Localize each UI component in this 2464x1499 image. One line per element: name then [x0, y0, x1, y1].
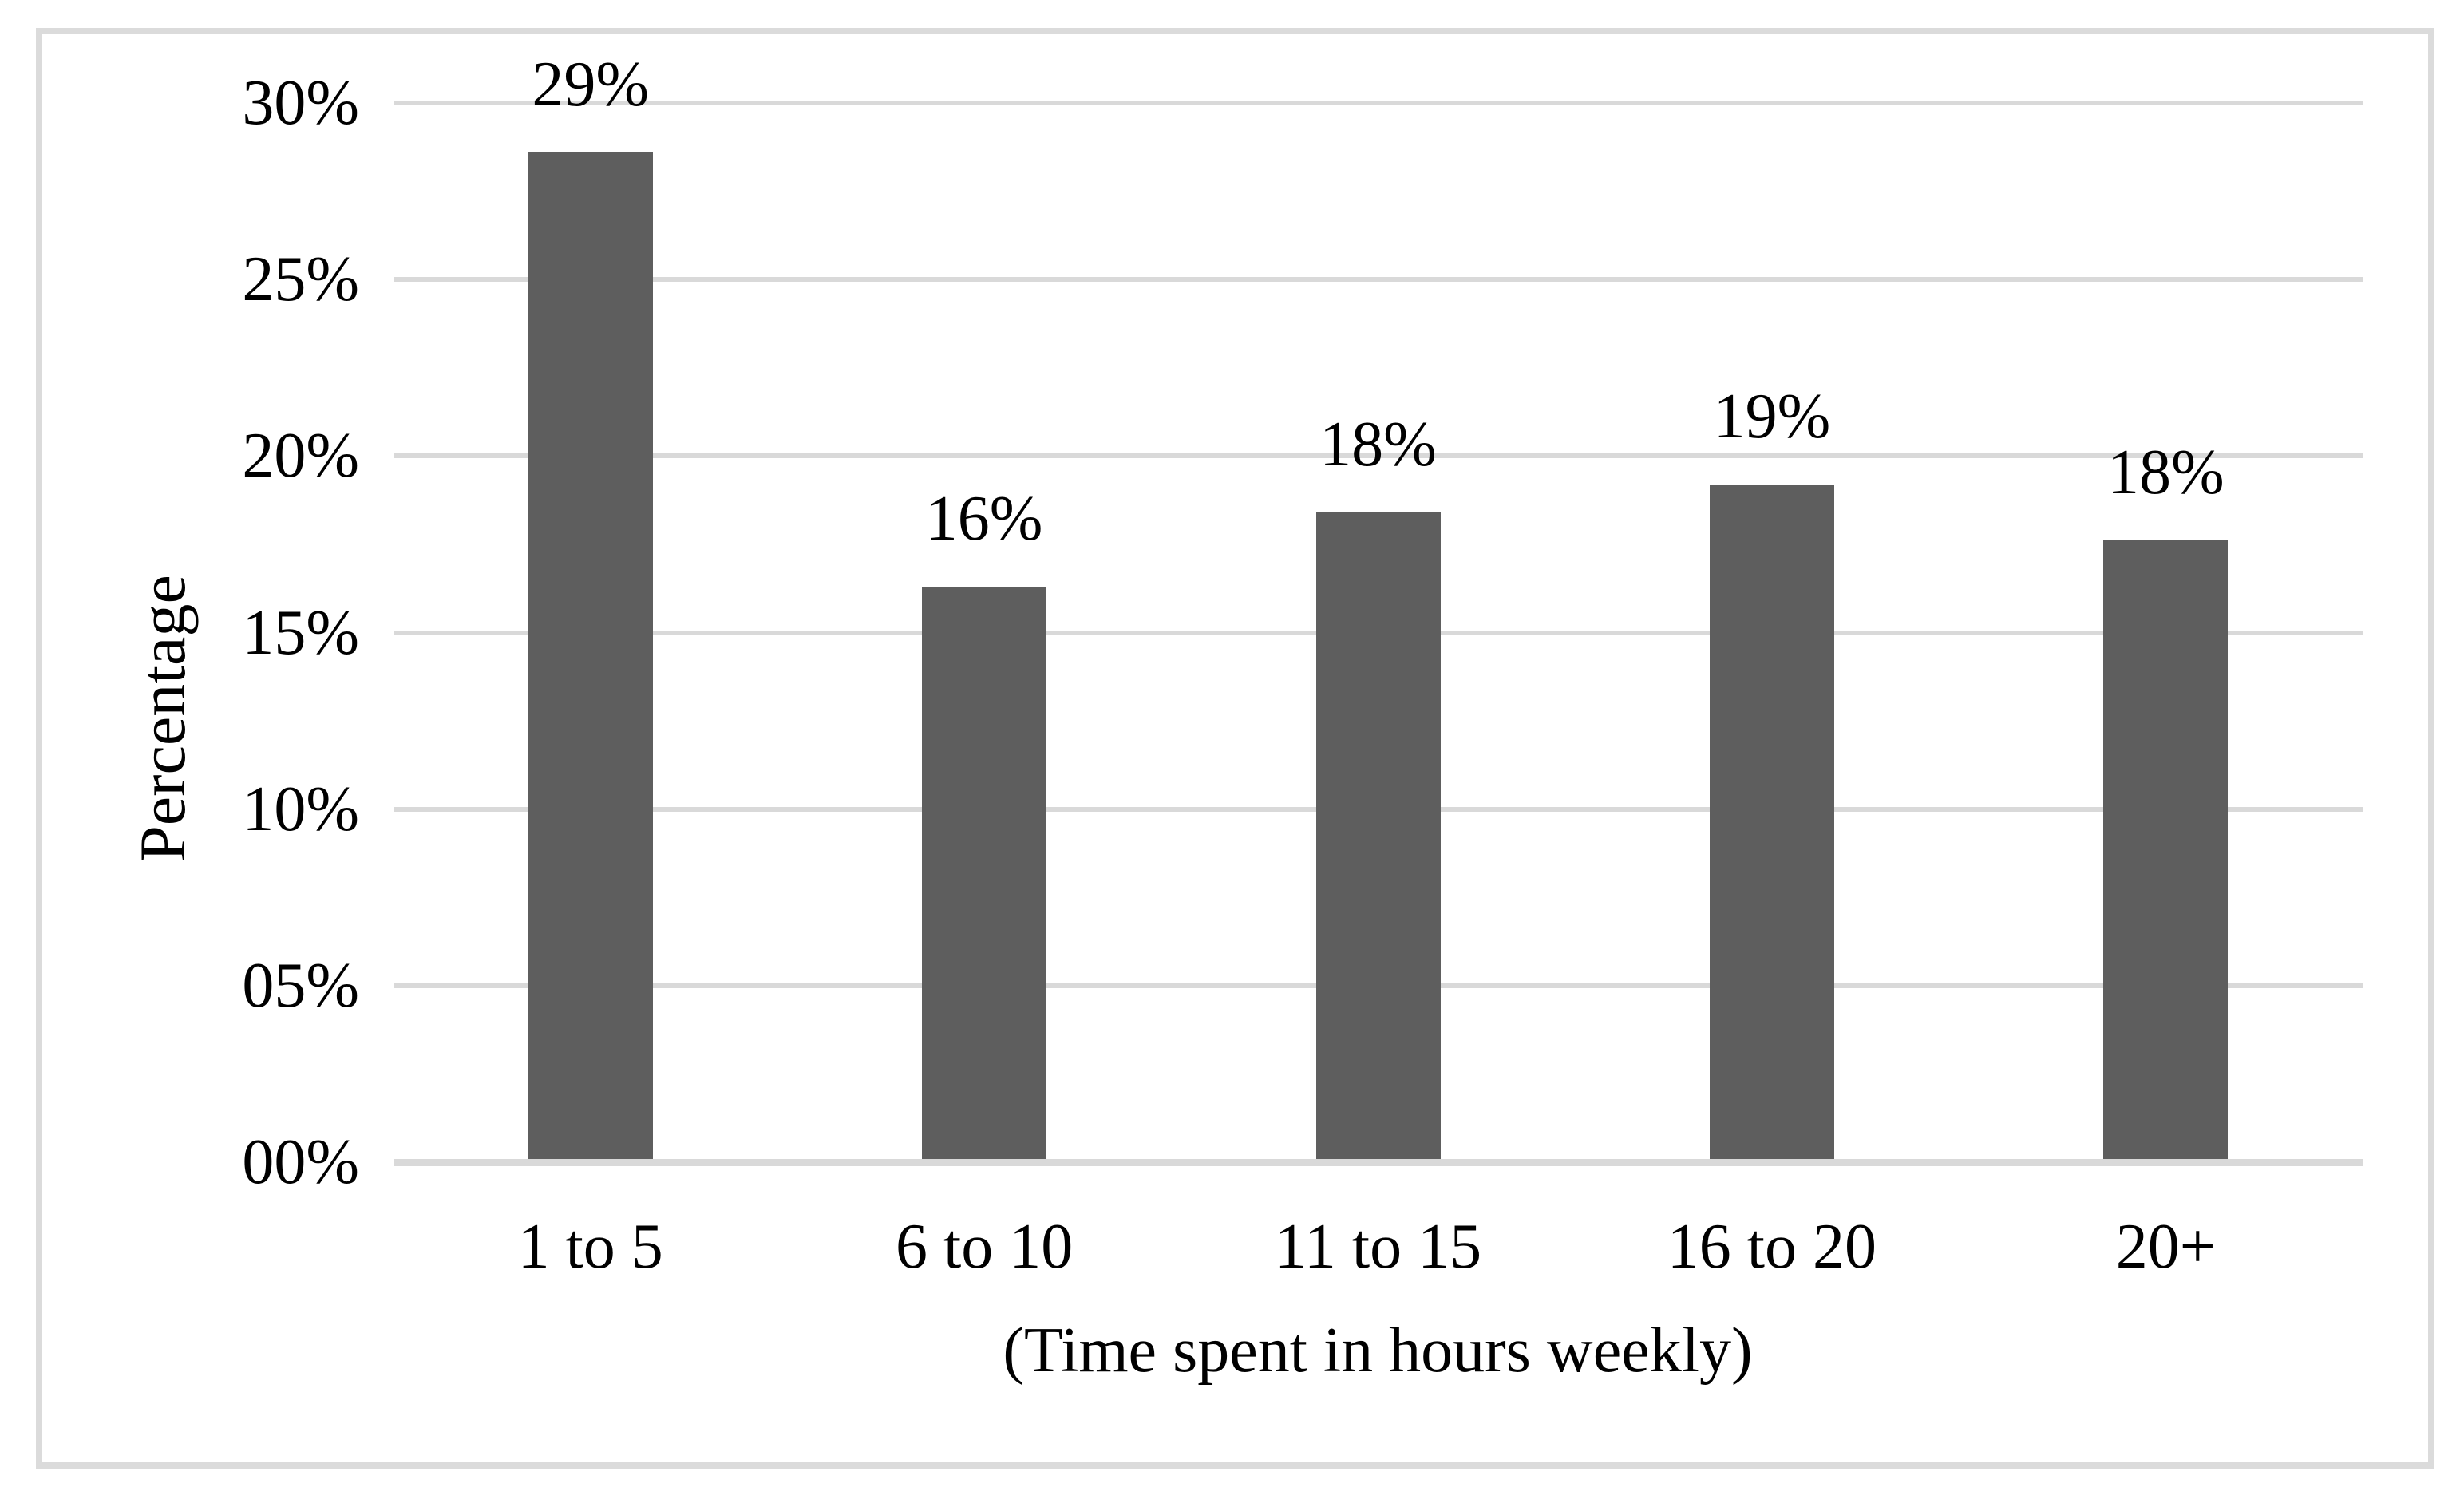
bar-16-to-20 — [1709, 484, 1834, 1162]
y-tick-label-25%: 25% — [242, 244, 359, 315]
bar-value-label-16-to-20: 19% — [1713, 381, 1831, 452]
bar-20+ — [2103, 540, 2229, 1162]
bar-value-label-20+: 18% — [2106, 437, 2225, 508]
x-tick-label-11-to-15: 11 to 15 — [1274, 1212, 1482, 1282]
bar-value-label-6-to-10: 16% — [925, 483, 1043, 554]
y-tick-label-05%: 05% — [242, 950, 359, 1021]
x-tick-label-20+: 20+ — [2115, 1212, 2216, 1282]
x-axis-line — [394, 1159, 2363, 1166]
chart-frame — [36, 28, 2434, 1469]
bar-1-to-5 — [528, 152, 653, 1162]
gridline-25 — [394, 277, 2363, 283]
gridline-20 — [394, 453, 2363, 459]
y-axis-title: Percentage — [126, 575, 199, 862]
x-tick-label-6-to-10: 6 to 10 — [895, 1212, 1074, 1282]
y-tick-label-30%: 30% — [242, 68, 359, 138]
x-tick-label-1-to-5: 1 to 5 — [517, 1212, 663, 1282]
x-axis-title: (Time spent in hours weekly) — [1003, 1315, 1753, 1386]
y-tick-label-00%: 00% — [242, 1127, 359, 1197]
bar-value-label-11-to-15: 18% — [1319, 409, 1437, 481]
gridline-30 — [394, 101, 2363, 105]
x-tick-label-16-to-20: 16 to 20 — [1667, 1212, 1877, 1282]
bar-6-to-10 — [922, 586, 1047, 1162]
y-tick-label-20%: 20% — [242, 421, 359, 492]
bar-11-to-15 — [1315, 512, 1441, 1162]
y-tick-label-15%: 15% — [242, 597, 359, 668]
bar-value-label-1-to-5: 29% — [532, 49, 649, 120]
y-tick-label-10%: 10% — [242, 773, 359, 844]
